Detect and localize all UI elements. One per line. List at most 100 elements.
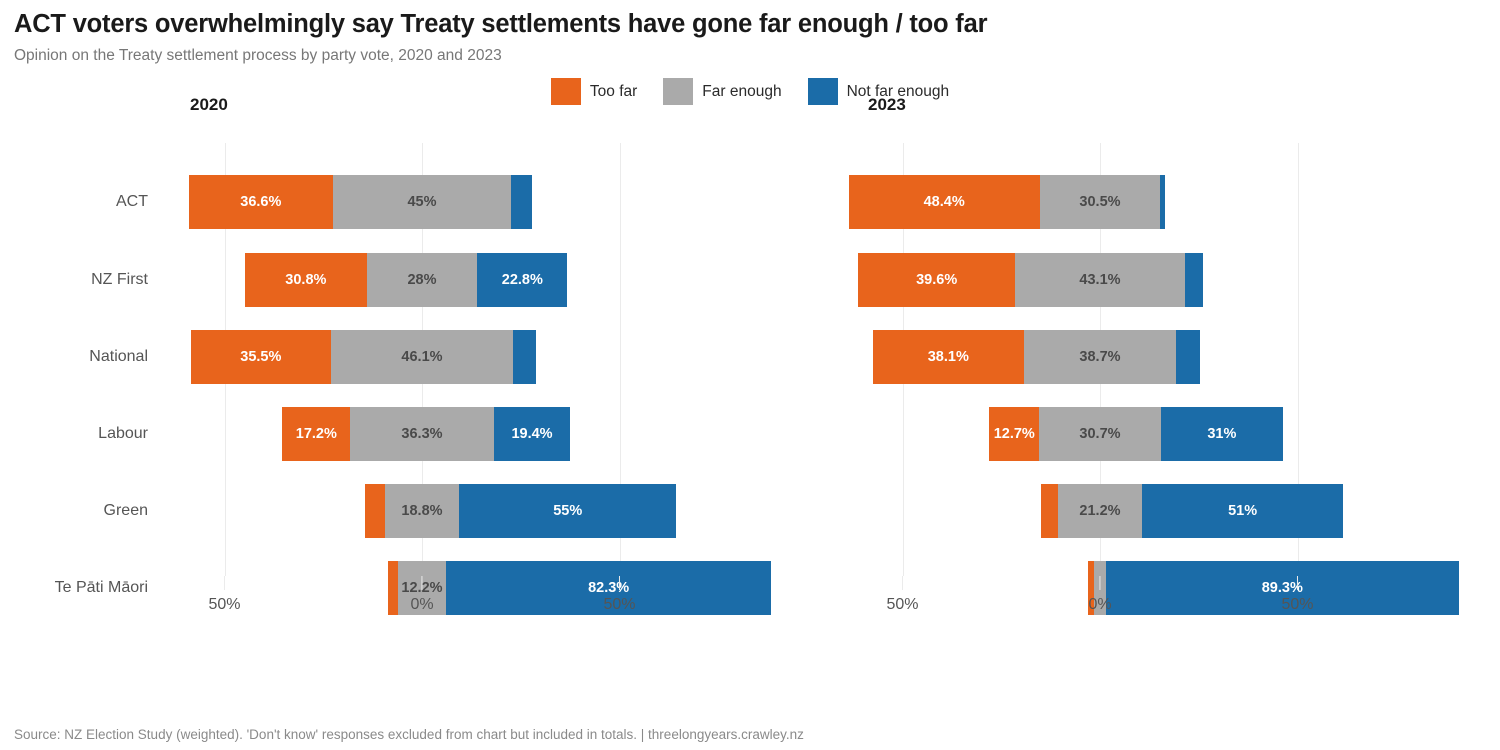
x-axis-tick-mark: [901, 576, 904, 591]
bar-value-label: 19.4%: [511, 426, 553, 443]
plot-area: ACT NZ First National Labour Green Te Pāti Mā…: [0, 95, 1500, 666]
bar-row[interactable]: 35.5% 46.1%: [160, 330, 832, 385]
bar-value-label: 22.8%: [501, 272, 543, 289]
x-axis-tick: 50%: [208, 576, 241, 614]
bar-segment-not-far-enough[interactable]: [1185, 253, 1204, 308]
bar-row[interactable]: 17.2% 36.3% 19.4%: [160, 407, 832, 462]
x-axis-tick-label: 0%: [410, 596, 434, 614]
bar-segment-not-far-enough[interactable]: [1160, 175, 1165, 230]
x-axis-tick-mark: [1296, 576, 1299, 591]
bar-segment-far-enough[interactable]: 36.3%: [350, 407, 494, 462]
bar-segment-too-far[interactable]: [1041, 484, 1059, 539]
bar-value-label: 36.6%: [240, 194, 282, 211]
y-axis-label-2: National: [89, 348, 148, 366]
bar-segment-too-far[interactable]: 30.8%: [245, 253, 367, 308]
legend-item-too-far[interactable]: Too far: [550, 78, 638, 106]
chart-header: ACT voters overwhelmingly say Treaty set…: [0, 0, 1500, 64]
bar-segment-far-enough[interactable]: 45%: [333, 175, 511, 230]
bar-segment-far-enough[interactable]: 21.2%: [1058, 484, 1142, 539]
bar-value-label: 30.5%: [1079, 194, 1121, 211]
x-axis-tick-mark: [421, 576, 423, 591]
legend-swatch-icon: [807, 78, 838, 106]
gridline: [619, 143, 621, 577]
chart-subtitle: Opinion on the Treaty settlement process…: [14, 47, 502, 65]
bar-value-label: 12.7%: [993, 426, 1035, 443]
x-axis-tick-label: 50%: [1281, 596, 1314, 614]
bar-row[interactable]: 21.2% 51%: [832, 484, 1500, 539]
bar-segment-too-far[interactable]: [388, 561, 398, 616]
bar-value-label: 31%: [1207, 426, 1237, 443]
bar-segment-not-far-enough[interactable]: [1176, 330, 1200, 385]
bar-value-label: 45%: [407, 194, 437, 211]
legend-label: Not far enough: [846, 82, 950, 100]
source-caption: Source: NZ Election Study (weighted). 'D…: [14, 727, 804, 742]
x-axis-tick: 50%: [603, 576, 636, 614]
legend-label: Too far: [589, 82, 638, 100]
bar-segment-not-far-enough[interactable]: [510, 175, 533, 230]
y-axis-label-1: NZ First: [91, 271, 148, 289]
bar-segment-far-enough[interactable]: 30.7%: [1039, 407, 1161, 462]
legend-swatch-icon: [550, 78, 581, 106]
panel-title-2020: 2020: [190, 95, 228, 115]
legend-swatch-icon: [663, 78, 694, 106]
panel-2023: 2023 48.4% 30.5% 39.6% 43.1% 38.1% 38.7% 12.7% 3…: [832, 95, 1500, 666]
x-axis-2020: 50% 0% 50%: [160, 576, 832, 626]
bar-segment-not-far-enough[interactable]: 19.4%: [493, 407, 571, 462]
x-axis-tick: 0%: [1088, 576, 1112, 614]
chart-legend: Too far Far enough Not far enough: [0, 78, 1500, 106]
bar-segment-too-far[interactable]: 39.6%: [858, 253, 1015, 308]
bar-value-label: 51%: [1228, 503, 1258, 520]
y-axis-label-0: ACT: [116, 193, 148, 211]
bar-value-label: 18.8%: [401, 503, 443, 520]
x-axis-tick-mark: [618, 576, 621, 591]
y-axis-label-5: Te Pāti Māori: [54, 579, 148, 597]
y-axis-label-3: Labour: [98, 425, 148, 443]
bar-row[interactable]: 48.4% 30.5%: [832, 175, 1500, 230]
x-axis-tick: 50%: [886, 576, 919, 614]
bar-segment-not-far-enough[interactable]: 51%: [1141, 484, 1344, 539]
x-axis-tick-label: 50%: [208, 596, 241, 614]
gridline: [1297, 143, 1299, 577]
bar-row[interactable]: 38.1% 38.7%: [832, 330, 1500, 385]
bar-segment-too-far[interactable]: [1088, 561, 1095, 616]
bar-value-label: 17.2%: [295, 426, 337, 443]
panel-title-2023: 2023: [868, 95, 906, 115]
bar-segment-too-far[interactable]: 17.2%: [282, 407, 351, 462]
bar-segment-too-far[interactable]: 38.1%: [873, 330, 1024, 385]
bar-segment-far-enough[interactable]: 38.7%: [1023, 330, 1177, 385]
bar-segment-not-far-enough[interactable]: 31%: [1160, 407, 1284, 462]
bar-segment-too-far[interactable]: 36.6%: [188, 175, 334, 230]
bar-row[interactable]: 39.6% 43.1%: [832, 253, 1500, 308]
x-axis-tick-label: 50%: [603, 596, 636, 614]
bar-value-label: 39.6%: [916, 272, 958, 289]
page-title: ACT voters overwhelmingly say Treaty set…: [14, 10, 988, 38]
bar-segment-too-far[interactable]: [364, 484, 385, 539]
bar-segment-not-far-enough[interactable]: [513, 330, 537, 385]
bar-segment-far-enough[interactable]: 30.5%: [1039, 175, 1161, 230]
bar-segment-far-enough[interactable]: 28%: [366, 253, 478, 308]
bar-segment-not-far-enough[interactable]: 55%: [459, 484, 677, 539]
y-axis-label-4: Green: [103, 502, 148, 520]
bar-segment-too-far[interactable]: 12.7%: [989, 407, 1040, 462]
legend-item-far-enough[interactable]: Far enough: [663, 78, 782, 106]
bar-row[interactable]: 18.8% 55%: [160, 484, 832, 539]
bar-segment-far-enough[interactable]: 43.1%: [1014, 253, 1186, 308]
bar-row[interactable]: 30.8% 28% 22.8%: [160, 253, 832, 308]
panel-plot-2023: 48.4% 30.5% 39.6% 43.1% 38.1% 38.7% 12.7% 30.7%…: [832, 143, 1500, 616]
bar-value-label: 21.2%: [1079, 503, 1121, 520]
bar-row[interactable]: 36.6% 45%: [160, 175, 832, 230]
bar-value-label: 28%: [407, 272, 437, 289]
bar-value-label: 43.1%: [1079, 272, 1121, 289]
bar-segment-not-far-enough[interactable]: 22.8%: [477, 253, 568, 308]
panel-plot-2020: 36.6% 45% 30.8% 28% 22.8% 35.5% 46.1% 17.2% 36.3…: [160, 143, 832, 616]
bar-segment-too-far[interactable]: 35.5%: [190, 330, 331, 385]
bar-row[interactable]: 12.7% 30.7% 31%: [832, 407, 1500, 462]
bar-segment-far-enough[interactable]: 46.1%: [330, 330, 514, 385]
bar-value-label: 38.1%: [927, 349, 969, 366]
bar-segment-too-far[interactable]: 48.4%: [848, 175, 1040, 230]
x-axis-tick-mark: [1099, 576, 1101, 591]
bar-segment-far-enough[interactable]: 18.8%: [384, 484, 460, 539]
legend-item-not-far-enough[interactable]: Not far enough: [807, 78, 950, 106]
legend-label: Far enough: [702, 82, 782, 100]
x-axis-tick-label: 0%: [1088, 596, 1112, 614]
